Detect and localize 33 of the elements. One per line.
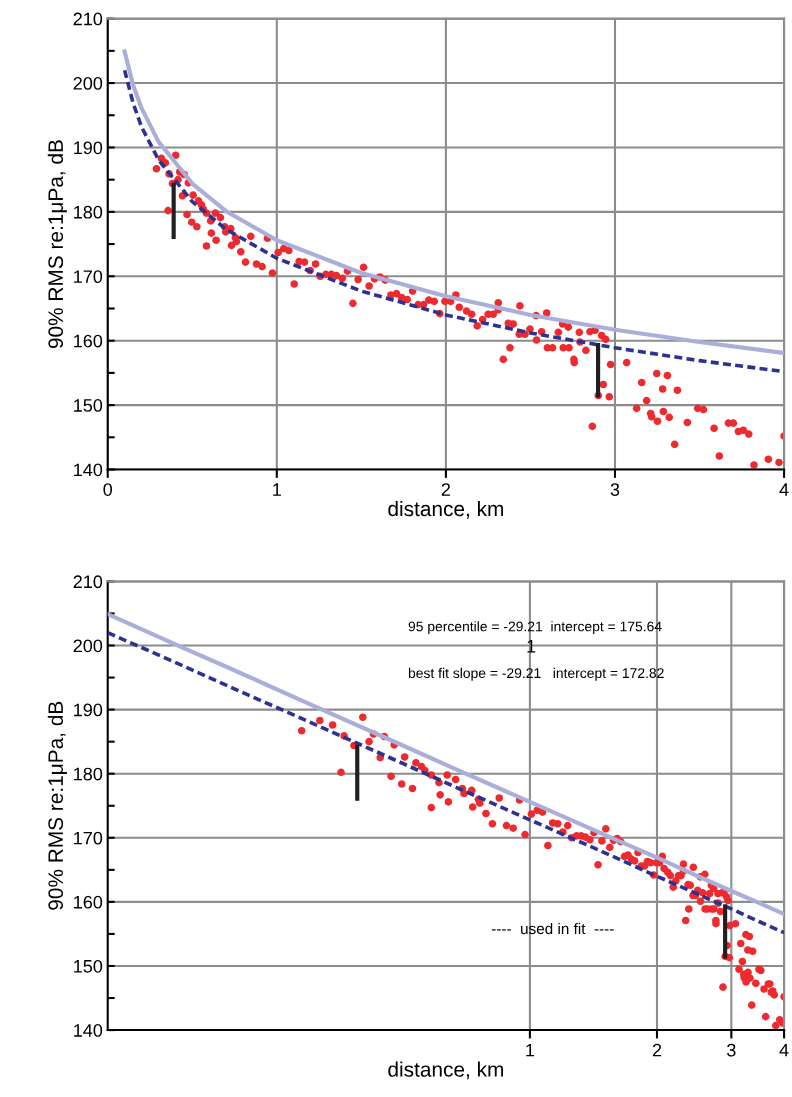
y-tick-label: 190 [74,141,103,155]
y-tick-label: 200 [73,639,103,653]
annotation: best fit slope = -29.21 intercept = 172.82 [408,667,664,681]
y-tick-label: 210 [73,12,103,26]
y-tick-label: 150 [74,399,103,412]
y-tick-label: 140 [74,1024,103,1037]
annotation: 95 percentile = -29.21 intercept = 175.64 [408,621,662,635]
y-tick-label: 200 [73,76,103,90]
y-tick-label: 180 [74,205,103,219]
y-tick-label: 160 [74,334,103,348]
y-tick-label: 170 [74,270,103,284]
x-tick-label: 4 [779,483,789,496]
annotation: ---- used in fit ---- [491,922,614,935]
y-tick-label: 160 [74,895,103,909]
y-tick-label: 170 [74,831,103,845]
y-axis-title: 90% RMS re:1μPa, dB [47,701,67,910]
y-tick-label: 180 [74,767,103,781]
x-tick-label: 0 [103,483,113,496]
y-tick-label: 210 [73,575,103,589]
y-axis-title: 90% RMS re:1μPa, dB [47,140,67,349]
y-tick-label: 140 [74,463,103,477]
x-tick-label: 2 [441,483,451,496]
x-tick-label: 1 [273,483,281,496]
x-tick-label: 3 [727,1043,736,1057]
y-tick-label: 150 [74,959,103,973]
annotation: 1 [527,640,536,653]
x-axis-title: distance, km [388,500,503,519]
x-tick-label: 2 [652,1043,662,1057]
y-tick-label: 190 [74,703,103,717]
x-tick-label: 1 [526,1043,535,1057]
x-tick-label: 4 [779,1043,789,1057]
x-axis-title: distance, km [388,1061,503,1080]
x-tick-label: 3 [610,483,620,496]
